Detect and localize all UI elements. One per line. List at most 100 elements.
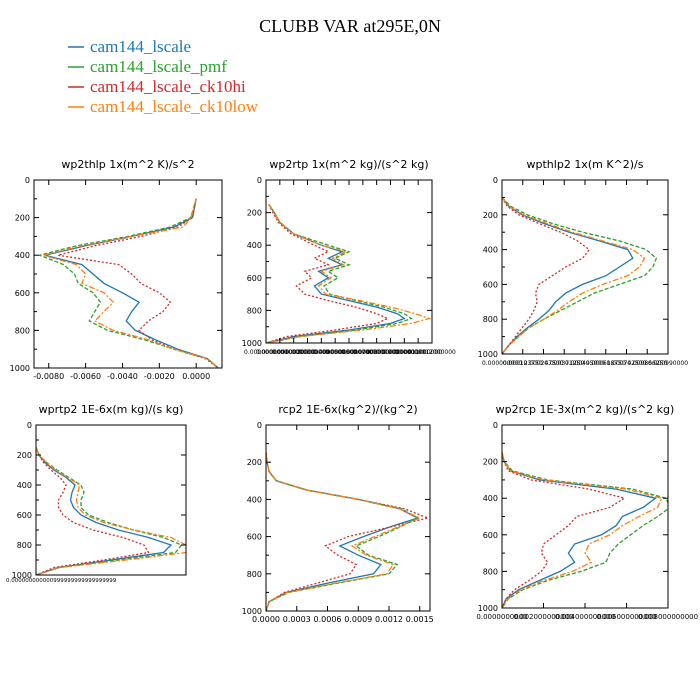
legend-entry: cam144_lscale <box>68 37 191 56</box>
series-line-3 <box>266 452 430 611</box>
y-tick-label: 800 <box>15 326 30 335</box>
y-tick-label: 600 <box>17 511 32 520</box>
x-tick-label: 0.0000020000 <box>272 349 316 356</box>
y-tick-label: 800 <box>247 306 262 315</box>
legend-label: cam144_lscale <box>90 37 191 56</box>
x-tick-label: 0.002000000000 <box>513 613 573 621</box>
x-tick-label: 0.0009 <box>344 615 372 624</box>
x-tick-label: 0.008000000000 <box>638 613 698 621</box>
x-tick-label: 0.000247500 <box>523 360 563 367</box>
series-line-2 <box>37 198 219 368</box>
series-line-1 <box>502 452 658 608</box>
y-tick-label: 600 <box>483 531 498 540</box>
x-tick-label: 0.0012 <box>375 615 403 624</box>
series-line-2 <box>266 204 413 343</box>
legend-label: cam144_lscale_pmf <box>90 57 227 76</box>
x-tick-label: 0.00008000000 <box>353 349 401 356</box>
x-tick-label: 0.0000300000 <box>286 349 330 356</box>
plot-frame <box>265 179 433 344</box>
y-tick-label: 1000 <box>12 571 32 580</box>
panels: wp2thlp 1x(m^2 K)/s^202004006008001000-0… <box>6 158 698 624</box>
y-tick-label: 800 <box>247 570 262 579</box>
x-tick-label: 0.0003 <box>283 615 311 624</box>
y-tick-label: 1000 <box>10 364 30 373</box>
panel-5: rcp2 1E-6x(kg^2)/(kg^2) 0 200 400 600 800 1000… <box>242 403 434 624</box>
x-tick-label: 0.004000000000 <box>555 613 615 621</box>
y-tick-label: 0 <box>25 176 30 185</box>
series-line-2 <box>36 447 183 575</box>
series-line-4 <box>266 204 432 343</box>
x-tick-label: 0.00009000000 <box>367 349 415 356</box>
y-tick-label: 400 <box>17 481 32 490</box>
series-line-4 <box>502 452 663 608</box>
panel-3: wpthlp2 1x(m K^2)/s020040060080010000.00… <box>478 158 689 367</box>
x-tick-label: 0.0000 <box>252 615 280 624</box>
x-tick-label: 0.00006000000 <box>325 349 373 356</box>
y-tick-label: 0 <box>257 421 262 430</box>
legend-entry: cam144_lscale_ck10low <box>68 97 259 116</box>
series-line-3 <box>36 447 150 575</box>
series-line-4 <box>40 198 219 368</box>
series-line-1 <box>36 447 173 575</box>
figure-title: CLUBB VAR at295E,0N <box>259 16 441 36</box>
panel-title: wprtp2 1E-6x(m kg)/(s kg) <box>39 403 184 416</box>
y-tick-label: 200 <box>483 211 498 220</box>
y-tick-label: 0 <box>493 421 498 430</box>
panel-title: wp2thlp 1x(m^2 K)/s^2 <box>61 158 194 171</box>
legend-label: cam144_lscale_ck10low <box>90 97 259 116</box>
series-line-3 <box>266 204 390 343</box>
y-tick-label: 400 <box>247 495 262 504</box>
series-line-4 <box>266 452 422 611</box>
y-tick-label: 600 <box>247 533 262 542</box>
panel-title: wp2rcp 1E-3x(m^2 kg)/(s^2 kg) <box>496 403 675 416</box>
plot-frame <box>501 424 669 609</box>
series-line-3 <box>57 198 219 368</box>
y-tick-label: 600 <box>15 289 30 298</box>
x-tick-label: 0.0006 <box>314 615 342 624</box>
series-line-3 <box>502 452 627 608</box>
y-tick-label: 0 <box>27 421 32 430</box>
y-tick-label: 1000 <box>242 607 262 616</box>
panel-1: wp2thlp 1x(m^2 K)/s^202004006008001000-0… <box>10 158 223 381</box>
plot-frame <box>265 424 431 612</box>
x-tick-label: 0.00004000000 <box>297 349 345 356</box>
series-line-1 <box>266 204 406 343</box>
x-tick-label: 0.000618750 <box>586 360 626 367</box>
y-tick-label: 400 <box>483 494 498 503</box>
y-tick-label: 200 <box>247 458 262 467</box>
x-tick-label: -0.0060 <box>70 372 101 381</box>
series-line-4 <box>36 447 186 575</box>
series-line-2 <box>266 452 420 611</box>
y-tick-label: 200 <box>247 209 262 218</box>
y-tick-label: 0 <box>493 176 498 185</box>
series-line-1 <box>502 197 634 354</box>
y-tick-label: 400 <box>247 241 262 250</box>
y-tick-label: 0 <box>257 176 262 185</box>
series-line-4 <box>502 197 646 354</box>
series-line-3 <box>502 197 591 354</box>
y-tick-label: 600 <box>247 274 262 283</box>
x-tick-label: 0.000866250 <box>627 360 667 367</box>
x-tick-label: -0.0020 <box>144 372 175 381</box>
panel-title: wpthlp2 1x(m K^2)/s <box>527 158 644 171</box>
x-tick-label: 0.0015 <box>406 615 434 624</box>
x-tick-label: 0.000000000 <box>482 360 522 367</box>
y-tick-label: 200 <box>17 451 32 460</box>
x-tick-label: 0.0000 <box>182 372 210 381</box>
series-line-1 <box>44 198 219 368</box>
y-tick-label: 400 <box>15 251 30 260</box>
y-tick-label: 400 <box>483 246 498 255</box>
y-tick-label: 200 <box>15 214 30 223</box>
x-tick-label: 0.00012000000 <box>408 349 456 356</box>
y-tick-label: 800 <box>483 315 498 324</box>
x-tick-label: 0.0000700000 <box>341 349 385 356</box>
series-line-1 <box>266 452 420 611</box>
y-tick-label: 800 <box>17 541 32 550</box>
x-tick-label: 0.000123750 <box>503 360 543 367</box>
x-tick-label: 0.0001000000 <box>382 349 426 356</box>
x-tick-label: -0.0080 <box>33 372 64 381</box>
x-tick-label: 0.0000000000 <box>476 613 527 621</box>
y-tick-label: 200 <box>483 458 498 467</box>
x-tick-label: 0.00000010000 <box>256 349 304 356</box>
